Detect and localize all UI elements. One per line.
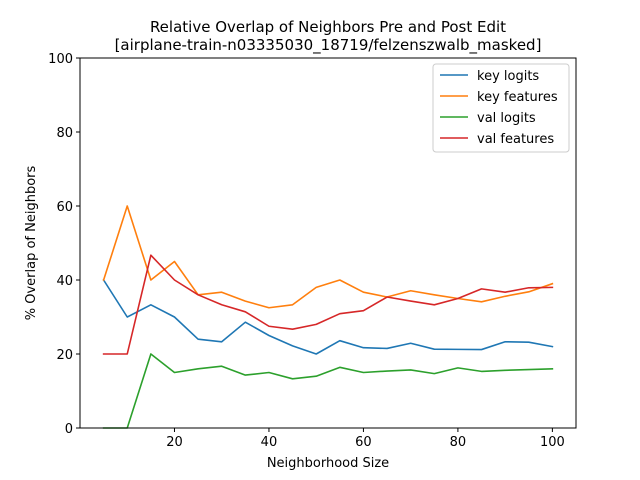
x-tick-label: 40 xyxy=(261,435,278,450)
series-line-key-features xyxy=(102,205,554,309)
y-tick-label: 40 xyxy=(56,274,73,289)
series-line-val-logits xyxy=(102,353,554,429)
x-tick-label: 100 xyxy=(540,435,565,450)
legend-label-key-features: key features xyxy=(477,90,558,105)
y-tick-label: 100 xyxy=(48,52,73,67)
chart-title-line2: [airplane-train-n03335030_18719/felzensz… xyxy=(115,36,542,55)
x-tick-label: 60 xyxy=(355,435,372,450)
x-axis: 20 40 60 80 100 xyxy=(166,428,565,450)
axes-frame xyxy=(79,57,577,429)
series-layer xyxy=(102,205,554,429)
series-line-val-features xyxy=(102,254,554,355)
y-tick-label: 60 xyxy=(56,200,73,215)
legend: key logits key features val logits val feat… xyxy=(432,63,570,153)
x-axis-label: Neighborhood Size xyxy=(267,456,389,471)
x-tick-label: 80 xyxy=(450,435,467,450)
legend-label-val-features: val features xyxy=(477,132,554,147)
series-line-key-logits xyxy=(102,278,554,355)
y-tick-label: 0 xyxy=(65,422,73,437)
legend-box xyxy=(432,63,570,153)
x-tick-label: 20 xyxy=(166,435,183,450)
chart-title-line1: Relative Overlap of Neighbors Pre and Po… xyxy=(150,18,506,36)
y-tick-label: 80 xyxy=(56,126,73,141)
y-axis-label: % Overlap of Neighbors xyxy=(24,166,39,321)
legend-label-key-logits: key logits xyxy=(477,69,539,84)
y-axis: 0 20 40 60 80 100 xyxy=(48,52,80,437)
legend-label-val-logits: val logits xyxy=(477,111,536,126)
y-tick-label: 20 xyxy=(56,348,73,363)
